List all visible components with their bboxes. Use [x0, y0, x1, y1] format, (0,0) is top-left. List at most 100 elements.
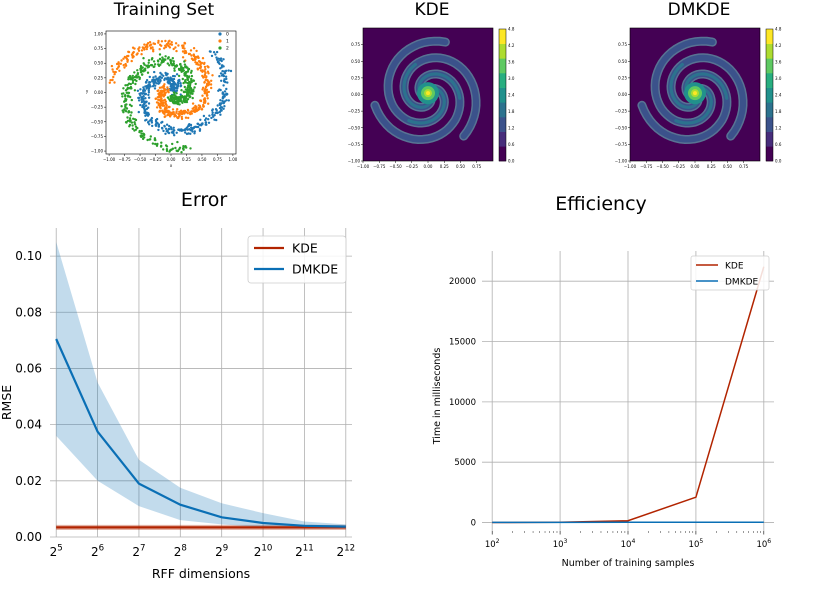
density-peak — [426, 91, 430, 96]
data-point — [172, 60, 175, 63]
x-tick-label: 104 — [621, 538, 636, 550]
data-point — [203, 100, 206, 103]
data-point — [225, 77, 228, 81]
kde-heatmap-chart: KDE−1.00 −0.75 −0.50 −0.25 0.00 0.25 0.50 0.75−… — [348, 0, 515, 169]
data-point — [182, 145, 185, 148]
y-tick-label: −0.50 — [348, 125, 361, 130]
data-point — [138, 129, 141, 133]
plot-frame — [105, 30, 237, 155]
data-point — [157, 124, 160, 128]
x-tick-label: 0.25 — [707, 164, 716, 169]
data-point — [163, 112, 166, 116]
data-point — [147, 102, 151, 105]
colorbar-tick-label: 3.0 — [775, 76, 782, 81]
data-point — [161, 102, 165, 106]
data-point — [172, 126, 175, 129]
colorbar-segment — [499, 146, 506, 162]
data-point — [192, 90, 195, 93]
data-point — [186, 70, 190, 73]
data-point — [147, 61, 150, 64]
legend-label: DMKDE — [725, 278, 759, 288]
data-point — [151, 124, 154, 128]
data-point — [152, 65, 155, 69]
data-point — [190, 126, 193, 129]
data-point — [158, 110, 161, 113]
data-point — [166, 57, 170, 60]
data-point — [177, 44, 180, 47]
data-point — [150, 58, 154, 61]
data-point — [172, 111, 175, 114]
data-point — [175, 131, 178, 134]
data-point — [145, 79, 149, 82]
data-point — [120, 105, 123, 108]
data-point — [149, 43, 153, 46]
data-point — [184, 127, 187, 131]
density-peak — [693, 91, 697, 96]
data-point — [126, 116, 129, 119]
y-axis-label: RMSE — [0, 385, 14, 420]
data-point — [210, 54, 214, 58]
data-point — [185, 146, 188, 149]
data-point — [224, 75, 228, 78]
data-point — [127, 111, 130, 114]
chart-title: Efficiency — [555, 193, 647, 215]
data-point — [180, 151, 183, 154]
data-point — [160, 44, 163, 47]
x-tick-label: −1.00 — [103, 157, 116, 162]
colorbar-segment — [499, 73, 506, 88]
y-tick-label: 0.00 — [618, 92, 627, 97]
data-point — [222, 101, 225, 104]
data-point — [146, 42, 150, 45]
data-point — [191, 96, 194, 100]
data-point — [171, 147, 175, 150]
data-point — [156, 89, 159, 93]
x-tick-label: 27 — [132, 544, 145, 559]
y-tick-label: 0.06 — [15, 361, 42, 375]
x-tick-label: 106 — [756, 538, 771, 550]
data-point — [225, 99, 228, 102]
data-point — [124, 62, 127, 66]
data-point — [223, 80, 226, 83]
data-point — [183, 95, 187, 98]
data-point — [148, 81, 151, 84]
data-point — [219, 58, 222, 62]
data-point — [153, 70, 156, 74]
data-point — [177, 98, 181, 102]
data-point — [190, 74, 194, 78]
data-point — [124, 109, 127, 112]
data-point — [149, 138, 152, 141]
data-point — [169, 149, 172, 152]
data-point — [215, 118, 218, 122]
data-point — [180, 115, 183, 119]
data-point — [219, 113, 222, 116]
legend-label: KDE — [292, 241, 318, 256]
data-point — [173, 97, 176, 101]
data-point — [207, 102, 210, 105]
data-point — [141, 73, 144, 76]
data-point — [136, 73, 139, 76]
data-point — [160, 61, 163, 64]
colorbar-tick-label: 3.6 — [775, 60, 782, 65]
data-point — [197, 125, 200, 129]
x-axis-label: x — [170, 163, 173, 168]
data-point — [138, 46, 141, 49]
y-axis-label: y — [86, 89, 89, 94]
data-point — [152, 76, 155, 79]
data-point — [163, 89, 166, 92]
y-tick-label: −0.25 — [615, 109, 628, 114]
data-point — [221, 97, 225, 100]
y-tick-label: 1.00 — [94, 31, 103, 36]
colorbar-segment — [766, 117, 773, 132]
data-point — [172, 91, 176, 94]
x-tick-label: −0.75 — [373, 164, 386, 169]
data-point — [128, 117, 132, 120]
data-point — [190, 91, 193, 94]
x-tick-label: 25 — [50, 544, 63, 559]
data-point — [168, 124, 171, 128]
colorbar-tick-label: 4.2 — [775, 43, 782, 48]
data-point — [201, 94, 204, 97]
data-point — [189, 123, 193, 127]
data-point — [117, 62, 121, 66]
data-point — [219, 72, 223, 75]
data-point — [155, 77, 158, 80]
